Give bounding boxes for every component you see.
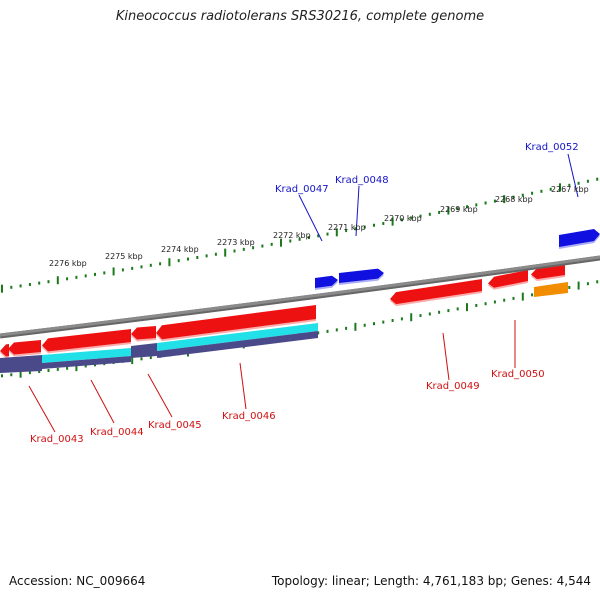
scale-label-2271: 2271 kbp [328,223,366,232]
gene-krad-0046 [156,305,316,340]
gene-krad-0043-shadow [8,342,41,357]
cds-purple-2 [42,356,131,369]
gene-krad-0045-shadow [131,328,156,342]
gene-label-krad-0048[interactable]: Krad_0048 [335,175,389,186]
gene-krad-0050 [488,270,528,288]
scale-label-2274: 2274 kbp [161,245,199,254]
gene-krad-0048-shadow [339,270,384,285]
topology-summary: Topology: linear; Length: 4,761,183 bp; … [271,574,591,588]
outer-scale-ticks [1,177,599,293]
backbone-line [0,255,600,337]
gene-label-krad-0043[interactable]: Krad_0043 [30,434,84,445]
gene-krad-0047 [315,275,338,288]
gene-label-krad-0052[interactable]: Krad_0052 [525,142,579,153]
map-title: Kineococcus radiotolerans SRS30216, comp… [115,9,485,24]
gene-krad-0046-shadow [156,307,316,342]
scale-label-2273: 2273 kbp [217,238,255,247]
gene-track [0,229,600,373]
gene-krad-0052 [559,229,600,247]
gene-krad-0052-shadow [559,231,600,249]
leader-krad-0049 [442,332,450,381]
cds-cyan-2 [157,323,318,351]
gene-reverse-left-edge-shadow [0,346,9,359]
cds-purple-3 [131,343,157,358]
scale-label-2276: 2276 kbp [49,259,87,268]
gene-krad-0049-shadow [390,281,482,307]
leader-krad-0043 [28,385,56,433]
gene-label-krad-0047[interactable]: Krad_0047 [275,184,329,195]
scale-label-2267: 2267 kbp [551,185,589,194]
gene-krad-0043 [8,340,41,355]
leader-krad-0047 [298,194,323,242]
gene-label-krad-0044[interactable]: Krad_0044 [90,427,144,438]
scale-label-2275: 2275 kbp [105,252,143,261]
genome-backbone [0,255,600,339]
gene-krad-0048 [339,268,384,283]
gene-krad-0049 [390,279,482,305]
scale-label-2269: 2269 kbp [440,205,478,214]
gene-orange [534,282,568,297]
gene-label-krad-0050[interactable]: Krad_0050 [491,369,545,380]
leader-krad-0052 [567,153,579,198]
scale-label-2270: 2270 kbp [384,214,422,223]
accession-text: Accession: NC_009664 [9,574,146,588]
gene-label-krad-0046[interactable]: Krad_0046 [222,411,276,422]
gene-krad-0047-shadow [315,277,338,290]
gene-krad-0044-shadow [42,331,131,354]
scale-label-2272: 2272 kbp [273,231,311,240]
gene-label-krad-0045[interactable]: Krad_0045 [148,420,202,431]
label-leader-lines [28,153,579,433]
leader-krad-0045 [147,373,173,418]
gene-label-krad-0049[interactable]: Krad_0049 [426,381,480,392]
cds-purple-1 [0,355,42,373]
gene-reverse-left-edge [0,344,9,357]
cds-purple-4 [157,331,318,358]
gene-krad-0044 [42,329,131,352]
scale-label-2268: 2268 kbp [495,195,533,204]
leader-krad-0044 [90,379,115,424]
cds-cyan-1 [42,348,131,363]
gene-krad-0045 [131,326,156,340]
gene-krad-0050-shadow [488,272,528,290]
leader-krad-0048 [355,185,360,237]
leader-krad-0046 [239,362,247,410]
gene-krad-0051-shadow [531,266,565,282]
